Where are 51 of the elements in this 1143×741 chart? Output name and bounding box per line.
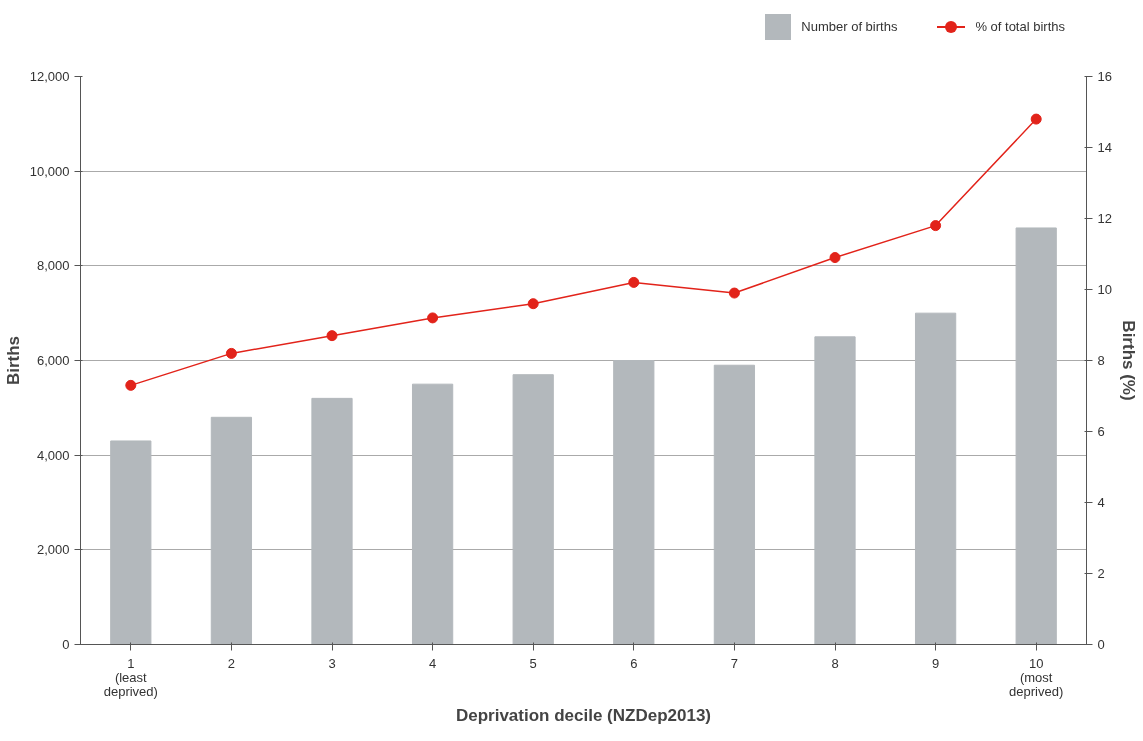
point (1030, 113, 1042, 125)
point (930, 220, 942, 232)
y2-tick-label: 2 (1097, 566, 1105, 581)
point (225, 347, 237, 359)
bar (814, 336, 856, 645)
y2-tick-label: 12 (1097, 211, 1112, 226)
y2-tick-label: 4 (1097, 495, 1105, 510)
bar (210, 416, 253, 645)
y-tick-label: 2,000 (36, 542, 70, 558)
x-axis-title: Deprivation decile (NZDep2013) (455, 706, 712, 725)
y-tick-label: 0 (62, 637, 70, 652)
y-tick-label: 8,000 (36, 258, 70, 274)
bar (613, 360, 655, 645)
x-tick-label: 2 (227, 655, 236, 671)
y2-tick-label: 6 (1097, 424, 1105, 439)
y-tick-label: 10,000 (29, 163, 70, 179)
x-tick-label: 1 (least deprived) (103, 655, 158, 699)
y-tick-label: 12,000 (29, 69, 70, 84)
y2-axis-title: Births (%) (1118, 320, 1138, 401)
x-tick-label: 10 (most deprived) (1009, 655, 1064, 699)
point (728, 287, 740, 299)
y-axis-title: Births (3, 335, 23, 386)
bar (110, 440, 152, 645)
y2-tick-label: 8 (1097, 353, 1105, 368)
bar (713, 364, 756, 645)
bar (512, 374, 554, 645)
y-tick-label: 4,000 (36, 447, 70, 463)
x-tick-label: 5 (529, 655, 537, 671)
x-tick-label: 9 (931, 655, 940, 671)
x-tick-label: 3 (328, 655, 336, 671)
point (527, 298, 539, 310)
point (829, 252, 841, 264)
legend-label: % of total births (975, 17, 1065, 36)
x-tick-label: 4 (428, 655, 437, 671)
point (125, 379, 137, 391)
bar (411, 383, 454, 645)
x-tick-label: 6 (630, 655, 638, 671)
x-tick-label: 8 (831, 655, 839, 671)
bar (914, 312, 957, 645)
y2-tick-label: 16 (1097, 69, 1112, 84)
legend-label: Number of births (801, 17, 898, 36)
y2-tick-label: 0 (1097, 637, 1105, 652)
point (427, 312, 439, 324)
point (628, 276, 640, 288)
point (326, 330, 338, 342)
y2-tick-label: 10 (1097, 282, 1112, 297)
y2-tick-label: 14 (1097, 140, 1112, 155)
bar (311, 397, 353, 645)
y-tick-label: 6,000 (36, 353, 70, 368)
bar (1015, 227, 1057, 645)
x-tick-label: 7 (730, 655, 739, 671)
